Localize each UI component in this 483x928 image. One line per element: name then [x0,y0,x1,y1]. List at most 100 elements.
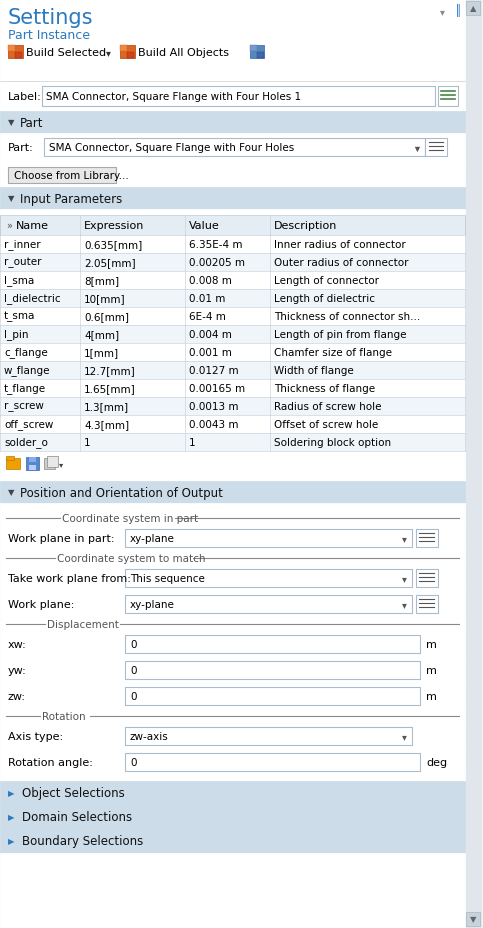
Text: c_flange: c_flange [4,347,48,358]
Text: 0.6[mm]: 0.6[mm] [84,312,129,322]
Text: Inner radius of connector: Inner radius of connector [274,239,406,250]
Text: ▶: ▶ [8,813,14,821]
Text: 0.004 m: 0.004 m [189,329,232,340]
Bar [125,728,412,745]
Bar [125,662,420,679]
Text: Displacement: Displacement [47,619,119,629]
Bar [0,565,465,591]
Bar [0,380,465,397]
Bar [6,457,14,460]
Text: 0.008 m: 0.008 m [189,276,232,286]
Bar [15,53,22,59]
Text: 0.00205 m: 0.00205 m [189,258,245,267]
Text: Part:: Part: [8,143,34,153]
Text: 10[mm]: 10[mm] [84,293,126,303]
Text: 1.65[mm]: 1.65[mm] [84,383,136,393]
Text: solder_o: solder_o [4,437,48,448]
Bar [0,308,465,326]
Bar [0,82,465,112]
Text: Position and Orientation of Output: Position and Orientation of Output [20,486,223,499]
Text: Settings: Settings [8,8,94,28]
Bar [125,636,420,653]
Text: This sequence: This sequence [130,574,205,584]
Text: deg: deg [426,757,447,767]
Text: t_sma: t_sma [4,312,35,322]
Text: 12.7[mm]: 12.7[mm] [84,366,136,376]
Text: yw:: yw: [8,665,27,676]
Text: 1: 1 [84,437,91,447]
Text: Label:: Label: [8,92,42,102]
Text: ▾: ▾ [401,534,406,544]
Text: 0.0013 m: 0.0013 m [189,402,239,411]
Text: r_screw: r_screw [4,402,44,411]
Bar [416,530,438,548]
Bar [0,161,465,187]
Bar [8,46,23,59]
Text: »: » [6,221,12,231]
Text: off_screw: off_screw [4,419,54,430]
Bar [0,216,465,236]
Text: Coordinate system in part: Coordinate system in part [62,513,198,523]
Bar [29,466,36,470]
Text: Expression: Expression [84,221,144,231]
Text: Thickness of flange: Thickness of flange [274,383,375,393]
Text: Value: Value [189,221,220,231]
Text: Length of dielectric: Length of dielectric [274,293,375,303]
Text: Description: Description [274,221,337,231]
Text: Object Selections: Object Selections [22,787,125,800]
Text: xw:: xw: [8,639,27,650]
Text: m: m [426,665,437,676]
Bar [0,749,465,775]
Text: Length of connector: Length of connector [274,276,379,286]
Text: 6E-4 m: 6E-4 m [189,312,226,322]
Text: Build Selected: Build Selected [26,48,106,58]
Bar [0,416,465,433]
Text: ▾: ▾ [59,460,63,469]
Bar [0,112,465,134]
Bar [0,397,465,416]
Text: 4.3[mm]: 4.3[mm] [84,419,129,430]
Text: ▼: ▼ [470,914,476,923]
Text: ▾: ▾ [440,7,445,17]
Text: 1[mm]: 1[mm] [84,348,119,357]
Text: ▾: ▾ [401,731,406,741]
Text: 2.05[mm]: 2.05[mm] [84,258,136,267]
Text: m: m [426,639,437,650]
Bar [0,591,465,617]
Text: 0.0043 m: 0.0043 m [189,419,239,430]
Bar [438,87,458,107]
Text: l_pin: l_pin [4,329,28,340]
Bar [0,657,465,683]
Text: ▾: ▾ [106,48,111,58]
Text: 0: 0 [130,757,137,767]
Text: Offset of screw hole: Offset of screw hole [274,419,378,430]
Bar [6,458,20,470]
Text: Work plane in part:: Work plane in part: [8,534,114,544]
Text: 0.0127 m: 0.0127 m [189,366,239,376]
Text: w_flange: w_flange [4,365,51,376]
Text: xy-plane: xy-plane [130,534,175,544]
Text: SMA Connector, Square Flange with Four Holes 1: SMA Connector, Square Flange with Four H… [46,92,301,102]
Text: xy-plane: xy-plane [130,599,175,610]
Text: 0: 0 [130,639,137,650]
Text: 0: 0 [130,691,137,702]
Text: Axis type:: Axis type: [8,731,63,741]
Bar [125,530,412,548]
Bar [0,210,465,216]
Text: 0.00165 m: 0.00165 m [189,383,245,393]
Text: Width of flange: Width of flange [274,366,354,376]
Bar [0,478,465,482]
Text: l_sma: l_sma [4,276,34,286]
Text: 4[mm]: 4[mm] [84,329,119,340]
Bar [0,525,465,551]
Bar [0,343,465,362]
Bar [0,683,465,709]
Bar [0,452,465,478]
Bar [416,596,438,613]
Text: Part: Part [20,116,43,129]
Bar [125,754,420,771]
Bar [0,482,465,504]
Text: ▶: ▶ [8,789,14,798]
Bar [0,723,465,749]
Bar [0,853,465,928]
